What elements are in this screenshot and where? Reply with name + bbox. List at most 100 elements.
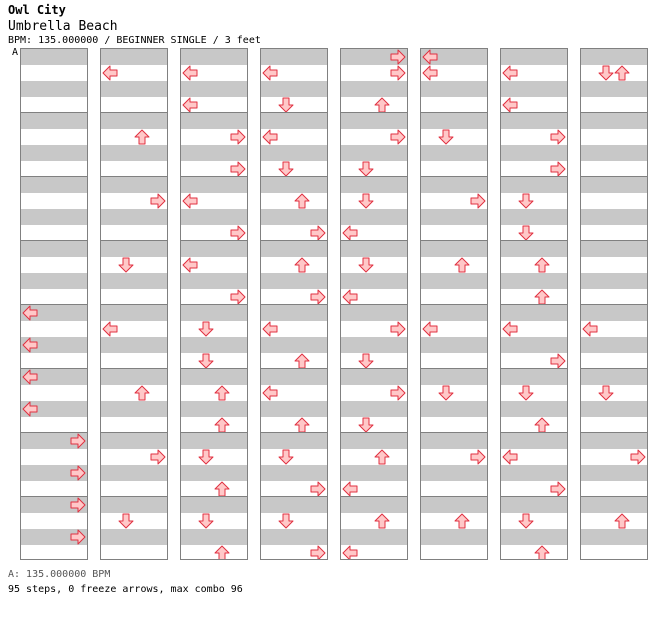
arrow-right-icon [390, 129, 406, 145]
beat-stripe [581, 337, 647, 353]
beat-stripe [421, 369, 487, 385]
arrow-right-icon [70, 433, 86, 449]
beat-stripe [501, 369, 567, 385]
arrow-down-icon [438, 129, 454, 145]
beat-stripe [21, 401, 87, 417]
arrow-right-icon [390, 49, 406, 65]
beat-stripe [181, 465, 247, 481]
beat-stripe [341, 305, 407, 321]
chart-column [260, 48, 328, 560]
beat-stripe [181, 305, 247, 321]
measure-divider [181, 496, 247, 497]
arrow-down-icon [118, 513, 134, 529]
arrow-left-icon [502, 65, 518, 81]
arrow-left-icon [102, 65, 118, 81]
beat-stripe [341, 113, 407, 129]
beat-stripe [581, 433, 647, 449]
arrow-left-icon [502, 321, 518, 337]
arrow-right-icon [310, 545, 326, 559]
measure-divider [181, 112, 247, 113]
arrow-right-icon [390, 65, 406, 81]
arrow-up-icon [534, 545, 550, 559]
arrow-right-icon [550, 161, 566, 177]
beat-stripe [501, 81, 567, 97]
arrow-down-icon [358, 257, 374, 273]
beat-stripe [181, 113, 247, 129]
measure-divider [181, 176, 247, 177]
beat-stripe [501, 273, 567, 289]
beat-stripe [261, 273, 327, 289]
measure-divider [581, 432, 647, 433]
measure-divider [21, 304, 87, 305]
beat-stripe [501, 241, 567, 257]
beat-stripe [21, 529, 87, 545]
arrow-right-icon [630, 449, 646, 465]
beat-stripe [21, 305, 87, 321]
beat-stripe [341, 241, 407, 257]
beat-stripe [21, 337, 87, 353]
arrow-right-icon [470, 449, 486, 465]
arrow-left-icon [262, 65, 278, 81]
arrow-right-icon [310, 289, 326, 305]
arrow-down-icon [198, 321, 214, 337]
measure-divider [261, 176, 327, 177]
arrow-down-icon [198, 513, 214, 529]
beat-stripe [181, 177, 247, 193]
measure-divider [21, 112, 87, 113]
measure-divider [341, 496, 407, 497]
beat-stripe [181, 81, 247, 97]
measure-divider [101, 240, 167, 241]
measure-divider [181, 304, 247, 305]
beat-stripe [341, 369, 407, 385]
measure-divider [21, 176, 87, 177]
beat-stripe [21, 113, 87, 129]
beat-stripe [581, 465, 647, 481]
arrow-up-icon [534, 417, 550, 433]
beat-stripe [341, 145, 407, 161]
arrow-right-icon [230, 289, 246, 305]
beat-stripe [581, 305, 647, 321]
beat-stripe [421, 81, 487, 97]
beat-stripe [341, 465, 407, 481]
arrow-right-icon [150, 193, 166, 209]
beat-stripe [101, 209, 167, 225]
arrow-up-icon [294, 353, 310, 369]
beat-stripe [261, 177, 327, 193]
arrow-up-icon [134, 385, 150, 401]
beat-stripe [181, 145, 247, 161]
measure-divider [501, 304, 567, 305]
beat-stripe [581, 529, 647, 545]
measure-divider [261, 496, 327, 497]
beat-stripe [261, 113, 327, 129]
arrow-left-icon [102, 321, 118, 337]
arrow-up-icon [534, 289, 550, 305]
beat-stripe [501, 113, 567, 129]
beat-stripe [101, 497, 167, 513]
arrow-left-icon [502, 97, 518, 113]
song-title: Umbrella Beach [8, 19, 118, 34]
beat-stripe [181, 369, 247, 385]
arrow-up-icon [454, 257, 470, 273]
beat-stripe [101, 433, 167, 449]
arrow-left-icon [22, 401, 38, 417]
beat-stripe [341, 401, 407, 417]
beat-stripe [421, 465, 487, 481]
arrow-left-icon [262, 321, 278, 337]
arrow-down-icon [518, 193, 534, 209]
beat-stripe [341, 529, 407, 545]
beat-stripe [21, 497, 87, 513]
measure-divider [581, 176, 647, 177]
beat-stripe [101, 81, 167, 97]
arrow-left-icon [182, 193, 198, 209]
beat-stripe [501, 49, 567, 65]
arrow-up-icon [214, 385, 230, 401]
chart-column [500, 48, 568, 560]
measure-divider [341, 176, 407, 177]
arrow-left-icon [182, 97, 198, 113]
chart-column [580, 48, 648, 560]
beat-stripe [21, 465, 87, 481]
arrow-right-icon [230, 161, 246, 177]
chart-column [100, 48, 168, 560]
beat-stripe [101, 465, 167, 481]
arrow-right-icon [230, 225, 246, 241]
